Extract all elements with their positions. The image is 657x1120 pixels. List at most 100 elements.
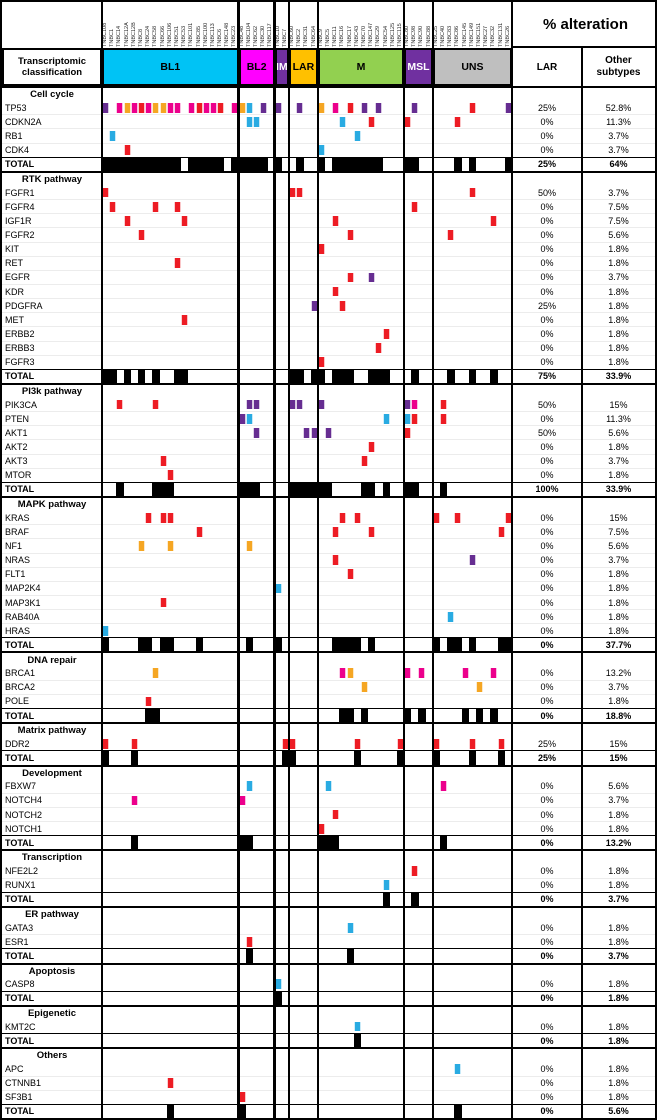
gene-marks — [102, 440, 512, 453]
section-header-matrix — [102, 908, 512, 921]
alteration-mark — [138, 230, 145, 240]
gene-row-fgfr3: FGFR3 0% 1.8% — [2, 354, 655, 369]
gene-lar-pct: 0% — [540, 611, 554, 622]
gene-label: CDKN2A — [5, 116, 42, 127]
gene-other-pct: 52.8% — [605, 102, 632, 113]
gene-other-pct: 1.8% — [608, 442, 629, 453]
gene-lar-pct: 0% — [540, 145, 554, 156]
total-mark — [360, 482, 369, 497]
gene-marks — [102, 865, 512, 878]
gene-lar-pct: 0% — [540, 1064, 554, 1075]
gene-other-pct: 13.2% — [605, 668, 632, 679]
gene-label: GATA3 — [5, 922, 34, 933]
gene-row-mtor: MTOR 0% 1.8% — [2, 467, 655, 482]
alteration-mark — [361, 102, 368, 113]
total-label: TOTAL — [5, 837, 35, 848]
gene-row-pole: POLE 0% 1.8% — [2, 693, 655, 708]
gene-lar-pct: 0% — [540, 512, 554, 523]
sample-label: TNBC117 — [267, 23, 274, 47]
gene-row-notch1: NOTCH1 0% 1.8% — [2, 821, 655, 835]
total-lar-pct: 0% — [540, 639, 554, 650]
section-header-other — [582, 1049, 655, 1062]
alteration-mark — [311, 428, 317, 438]
gene-marks — [102, 511, 512, 524]
total-mark — [490, 369, 498, 383]
section-header-row: DNA repair — [2, 653, 655, 666]
alteration-mark — [412, 413, 418, 424]
alteration-mark — [253, 399, 260, 410]
total-mark — [497, 638, 505, 652]
gene-other-pct: 15% — [609, 738, 628, 749]
total-mark — [332, 836, 340, 850]
gene-lar-pct: 0% — [540, 286, 554, 297]
total-mark — [260, 157, 268, 171]
sample-label: TNBC12B — [130, 22, 137, 47]
alteration-mark — [361, 456, 368, 467]
total-mark — [346, 949, 354, 963]
lar-column-header: LAR — [536, 61, 558, 73]
gene-lar-pct: 25% — [537, 300, 556, 311]
section-header-lar — [512, 1007, 582, 1020]
total-marks — [102, 892, 512, 906]
alteration-mark — [246, 413, 253, 424]
alteration-mark — [167, 102, 174, 113]
total-mark — [145, 157, 153, 171]
section-header-other — [582, 385, 655, 398]
sample-label: TNBC54 — [382, 25, 389, 47]
section-header-matrix — [102, 1007, 512, 1020]
gene-other-pct: 3.7% — [608, 187, 629, 198]
gene-label: MAP2K4 — [5, 583, 41, 594]
gene-label: MTOR — [5, 470, 32, 481]
gene-lar-pct: 25% — [537, 738, 556, 749]
gene-marks — [102, 780, 512, 793]
alteration-mark — [505, 512, 512, 523]
section-header-row: Matrix pathway — [2, 724, 655, 737]
total-mark — [289, 482, 297, 497]
alteration-mark — [167, 1078, 174, 1089]
gene-marks — [102, 568, 512, 581]
gene-label: SF3B1 — [5, 1092, 33, 1103]
gene-label: AKT1 — [5, 427, 28, 438]
gene-other-pct: 1.8% — [608, 880, 629, 891]
total-mark — [137, 638, 146, 652]
classification-label: Transcriptomic classification — [2, 48, 102, 86]
total-mark — [310, 482, 318, 497]
alteration-mark — [383, 413, 389, 424]
gene-lar-pct: 0% — [540, 936, 554, 947]
gene-label: HRAS — [5, 625, 31, 636]
alteration-mark — [189, 102, 195, 113]
total-mark — [123, 157, 131, 171]
gene-row-ddr2: DDR2 25% 15% — [2, 737, 655, 750]
alteration-mark — [354, 512, 361, 523]
total-mark — [238, 1104, 246, 1118]
alteration-mark — [160, 512, 166, 523]
total-other-pct: 13.2% — [605, 837, 632, 848]
total-mark — [360, 709, 369, 723]
alteration-mark — [383, 880, 389, 891]
total-mark — [152, 482, 160, 497]
section-header-lar — [512, 173, 582, 186]
alteration-mark — [347, 272, 353, 283]
total-other-pct: 3.7% — [608, 950, 629, 961]
total-marks — [102, 709, 512, 723]
gene-other-pct: 3.7% — [608, 456, 629, 467]
gene-lar-pct: 0% — [540, 880, 554, 891]
total-mark — [245, 836, 254, 850]
gene-label: RB1 — [5, 130, 23, 141]
alteration-mark — [340, 300, 346, 311]
alteration-mark — [412, 399, 418, 410]
alteration-mark — [289, 399, 296, 410]
gene-row-akt2: AKT2 0% 1.8% — [2, 439, 655, 453]
gene-marks — [102, 115, 512, 128]
total-mark — [411, 369, 419, 383]
total-marks — [102, 949, 512, 963]
alteration-mark — [153, 668, 159, 679]
total-mark — [368, 157, 376, 171]
total-mark — [468, 157, 477, 171]
gene-lar-pct: 0% — [540, 343, 554, 354]
gene-marks — [102, 1020, 512, 1033]
gene-marks — [102, 243, 512, 256]
sample-labels-row: TNBC108 TNBC1 TNBC14 TNBC12A TNBC12B TNBC8 TNB… — [102, 2, 512, 48]
gene-label: ERBB2 — [5, 328, 35, 339]
